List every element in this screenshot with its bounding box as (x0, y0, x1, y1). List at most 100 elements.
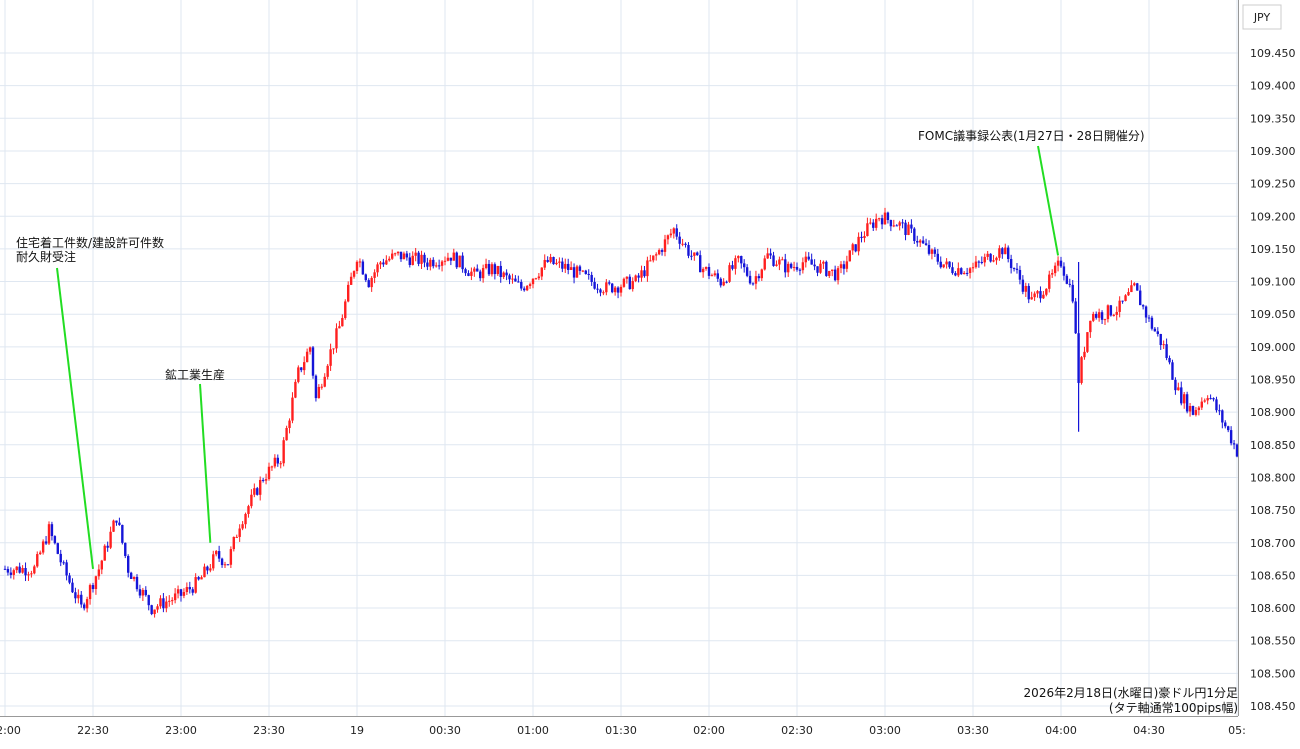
candle-body (605, 282, 608, 293)
candle-body (523, 288, 526, 291)
candle-body (725, 281, 728, 283)
candle-body (18, 566, 21, 573)
candle-body (798, 269, 802, 271)
candle-body (217, 551, 221, 559)
candle-body (789, 263, 793, 268)
candle-body (127, 555, 130, 573)
annotation-label: 鉱工業生産 (165, 367, 225, 382)
candle-body (564, 263, 567, 269)
candle-body (822, 261, 825, 264)
candle-body (828, 270, 831, 276)
candle-body (810, 259, 813, 265)
y-tick-label: 108.550 (1250, 635, 1296, 648)
candle-body (901, 222, 904, 224)
candle-body (745, 267, 749, 276)
candle-body (370, 277, 373, 288)
candle-body (1030, 297, 1033, 300)
candle-body (150, 605, 153, 615)
candle-body (587, 273, 590, 275)
candle-body (135, 576, 139, 590)
candle-body (358, 261, 362, 263)
candle-body (889, 220, 893, 227)
candle-body (916, 240, 919, 243)
candle-body (737, 255, 740, 259)
candle-body (132, 576, 136, 579)
candle-body (1235, 444, 1239, 457)
candle-body (461, 255, 464, 270)
candle-body (549, 257, 552, 262)
candle-body (305, 351, 309, 363)
y-tick-label: 108.850 (1250, 439, 1296, 452)
candle-body (1083, 351, 1086, 358)
candle-body (27, 574, 30, 576)
candle-body (335, 328, 338, 349)
candle-body (1171, 362, 1174, 380)
candle-body (1212, 398, 1215, 400)
candle-body (866, 223, 869, 237)
candle-body (355, 261, 359, 272)
candle-body (954, 273, 957, 276)
candle-body (303, 362, 306, 371)
candle-body (490, 264, 494, 275)
candle-body (279, 463, 282, 465)
y-tick-label: 108.900 (1250, 406, 1296, 419)
candle-body (681, 243, 684, 245)
y-tick-label: 109.300 (1250, 145, 1296, 158)
candle-body (470, 271, 473, 276)
candle-body (30, 573, 33, 575)
candle-body (655, 254, 658, 256)
candle-body (957, 268, 960, 276)
candle-body (481, 268, 485, 279)
candle-body (1185, 394, 1189, 412)
candle-body (364, 274, 367, 281)
candle-body (168, 600, 171, 602)
candle-body (1147, 317, 1151, 319)
candle-body (44, 541, 48, 544)
candle-body (769, 253, 772, 256)
candle-body (578, 266, 582, 271)
candle-body (945, 261, 948, 265)
y-tick-label: 108.600 (1250, 602, 1296, 615)
candle-body (537, 276, 541, 279)
candle-body (212, 554, 215, 569)
annotation-label: 耐久財受注 (16, 249, 76, 264)
candle-body (1089, 320, 1092, 333)
y-tick-label: 109.100 (1250, 276, 1296, 289)
grid-lines (0, 0, 1238, 716)
candle-body (294, 381, 297, 398)
candle-body (895, 225, 898, 227)
candle-body (643, 270, 646, 277)
x-tick-label: 03:00 (869, 724, 901, 737)
candle-body (1136, 283, 1139, 291)
candle-body (446, 257, 450, 261)
candle-body (229, 549, 233, 565)
candle-body (704, 266, 708, 269)
candle-body (634, 275, 637, 282)
candle-body (892, 225, 895, 227)
y-tick-label: 108.800 (1250, 471, 1296, 484)
candle-body (329, 349, 332, 366)
candle-body (349, 276, 353, 285)
candle-body (88, 585, 92, 600)
candle-body (393, 253, 397, 255)
candle-body (590, 274, 593, 282)
chart-caption-line-2: (タテ軸通常100pips幅) (1109, 700, 1238, 715)
candle-body (880, 218, 884, 225)
candle-body (842, 264, 846, 269)
candle-body (760, 269, 763, 279)
candle-body (690, 255, 693, 257)
candle-body (197, 577, 200, 580)
candle-body (1015, 268, 1019, 270)
candle-body (1162, 344, 1165, 346)
candle-body (1042, 294, 1045, 299)
candle-body (273, 457, 277, 467)
candle-body (646, 260, 649, 277)
candle-body (115, 520, 118, 523)
candle-body (581, 270, 585, 272)
candle-body (1059, 260, 1063, 267)
candle-body (209, 568, 212, 571)
x-tick-label: 01:30 (605, 724, 637, 737)
candle-body (264, 479, 268, 481)
candle-body (21, 568, 24, 573)
